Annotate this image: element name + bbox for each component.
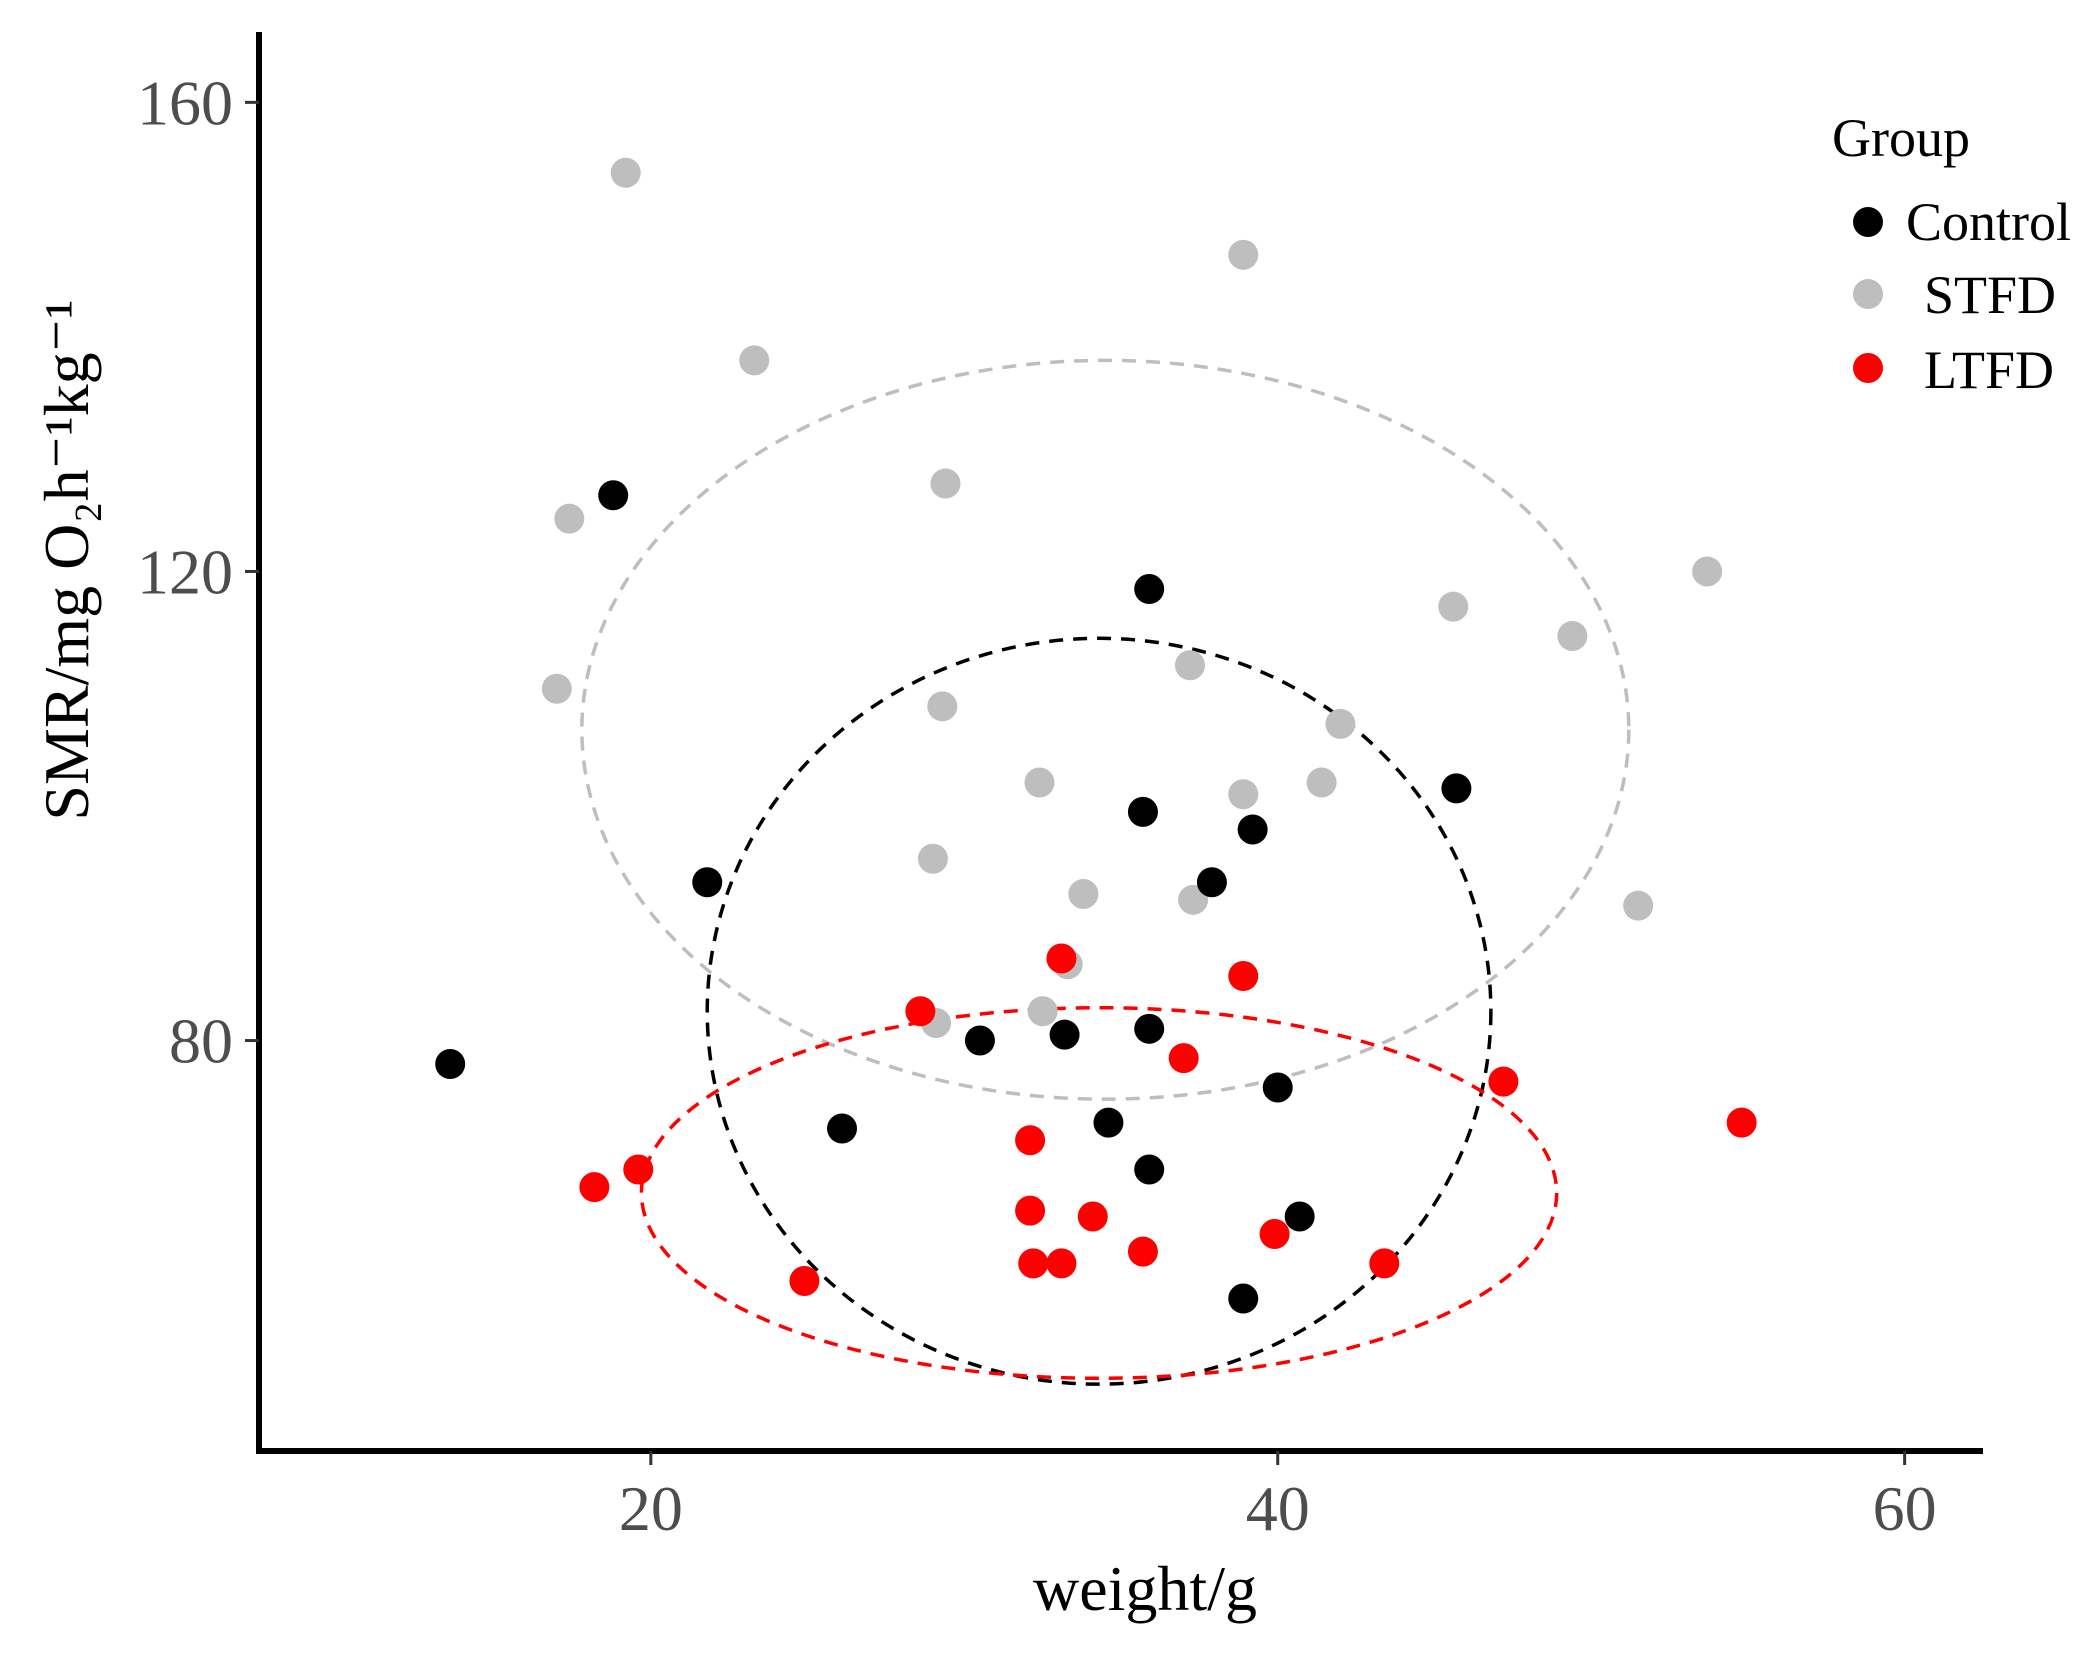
ellipse-ltfd <box>639 1005 1559 1381</box>
legend-title: Group <box>1832 108 1970 168</box>
point-ltfd <box>1015 1195 1046 1226</box>
point-control <box>1228 1283 1259 1314</box>
point-stfd <box>1557 620 1588 651</box>
point-stfd <box>1306 767 1337 798</box>
point-stfd <box>1228 239 1259 270</box>
x-tick-label: 40 <box>1246 1473 1310 1544</box>
point-control <box>1196 867 1227 898</box>
point-stfd <box>1178 884 1209 915</box>
ellipse-control <box>705 636 1493 1386</box>
y-tick-label: 160 <box>137 67 233 138</box>
legend-key-control <box>1853 207 1883 237</box>
point-ltfd <box>1369 1248 1400 1279</box>
point-stfd <box>610 157 641 188</box>
point-control <box>1127 796 1158 827</box>
legend-key-ltfd <box>1853 353 1883 383</box>
point-ltfd <box>579 1172 610 1203</box>
x-axis-ticks: 20 40 60 <box>619 1451 1937 1544</box>
y-axis-ticks: 80 120 160 <box>137 67 259 1077</box>
point-stfd <box>554 503 585 534</box>
legend-label-stfd: STFD <box>1924 265 2056 325</box>
point-control <box>692 867 723 898</box>
confidence-ellipses <box>580 358 1631 1386</box>
legend-label-control: Control <box>1906 192 2071 252</box>
point-stfd <box>541 673 572 704</box>
series-stfd <box>541 157 1723 1038</box>
legend-key-stfd <box>1853 279 1883 309</box>
y-tick-label: 80 <box>169 1006 233 1077</box>
point-stfd <box>1228 779 1259 810</box>
series-ltfd <box>579 943 1757 1296</box>
point-ltfd <box>1228 961 1259 992</box>
point-ltfd <box>1015 1125 1046 1156</box>
x-tick-label: 20 <box>619 1473 683 1544</box>
point-control <box>1284 1201 1315 1232</box>
data-points <box>435 157 1757 1314</box>
point-ltfd <box>1046 1248 1077 1279</box>
point-control <box>1134 1154 1165 1185</box>
point-control <box>964 1025 995 1056</box>
point-control <box>435 1049 466 1079</box>
point-ltfd <box>1046 943 1077 974</box>
point-stfd <box>917 843 948 874</box>
legend: Group Control STFD LTFD <box>1832 108 2071 400</box>
point-control <box>827 1113 858 1144</box>
point-stfd <box>927 691 958 722</box>
point-control <box>1134 1013 1165 1044</box>
point-ltfd <box>1726 1107 1757 1138</box>
point-stfd <box>739 345 770 376</box>
series-control <box>435 480 1472 1314</box>
point-stfd <box>1024 767 1055 798</box>
point-ltfd <box>1168 1043 1199 1074</box>
point-stfd <box>930 468 961 499</box>
point-control <box>1262 1072 1293 1103</box>
point-ltfd <box>1018 1248 1049 1279</box>
point-stfd <box>1623 890 1654 921</box>
legend-label-ltfd: LTFD <box>1924 340 2054 400</box>
point-stfd <box>1027 996 1058 1027</box>
y-axis-title: SMR/mg O₂h⁻¹kg⁻¹ <box>31 299 102 820</box>
point-stfd <box>1692 556 1723 587</box>
point-control <box>1093 1107 1124 1138</box>
point-control <box>598 480 629 511</box>
x-tick-label: 60 <box>1873 1473 1937 1544</box>
point-control <box>1049 1019 1080 1050</box>
point-ltfd <box>1127 1236 1158 1267</box>
point-ltfd <box>789 1265 820 1296</box>
point-ltfd <box>1077 1201 1108 1232</box>
y-tick-label: 120 <box>137 536 233 607</box>
point-stfd <box>1325 708 1356 739</box>
point-stfd <box>1068 878 1099 909</box>
x-axis-title: weight/g <box>1033 1553 1257 1624</box>
point-ltfd <box>905 996 936 1027</box>
point-ltfd <box>623 1154 654 1185</box>
point-stfd <box>1174 650 1205 681</box>
point-stfd <box>1438 591 1469 622</box>
point-control <box>1134 574 1165 605</box>
ellipse-stfd <box>580 358 1631 1101</box>
point-control <box>1237 814 1268 845</box>
point-control <box>1441 773 1472 804</box>
point-ltfd <box>1259 1219 1290 1250</box>
point-ltfd <box>1488 1066 1519 1097</box>
